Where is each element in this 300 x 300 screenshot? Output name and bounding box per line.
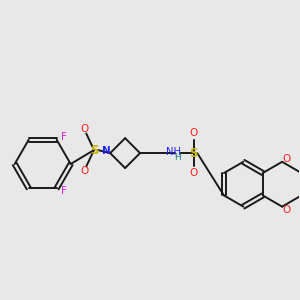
- Text: F: F: [61, 186, 67, 197]
- Text: N: N: [102, 146, 110, 156]
- Text: O: O: [189, 128, 198, 138]
- Text: O: O: [81, 166, 89, 176]
- Text: H: H: [174, 153, 180, 162]
- Text: O: O: [189, 168, 198, 178]
- Text: S: S: [189, 147, 198, 160]
- Text: NH: NH: [166, 147, 181, 157]
- Text: F: F: [61, 132, 67, 142]
- Text: O: O: [81, 124, 89, 134]
- Text: O: O: [283, 154, 291, 164]
- Text: O: O: [283, 205, 291, 215]
- Text: S: S: [90, 143, 98, 157]
